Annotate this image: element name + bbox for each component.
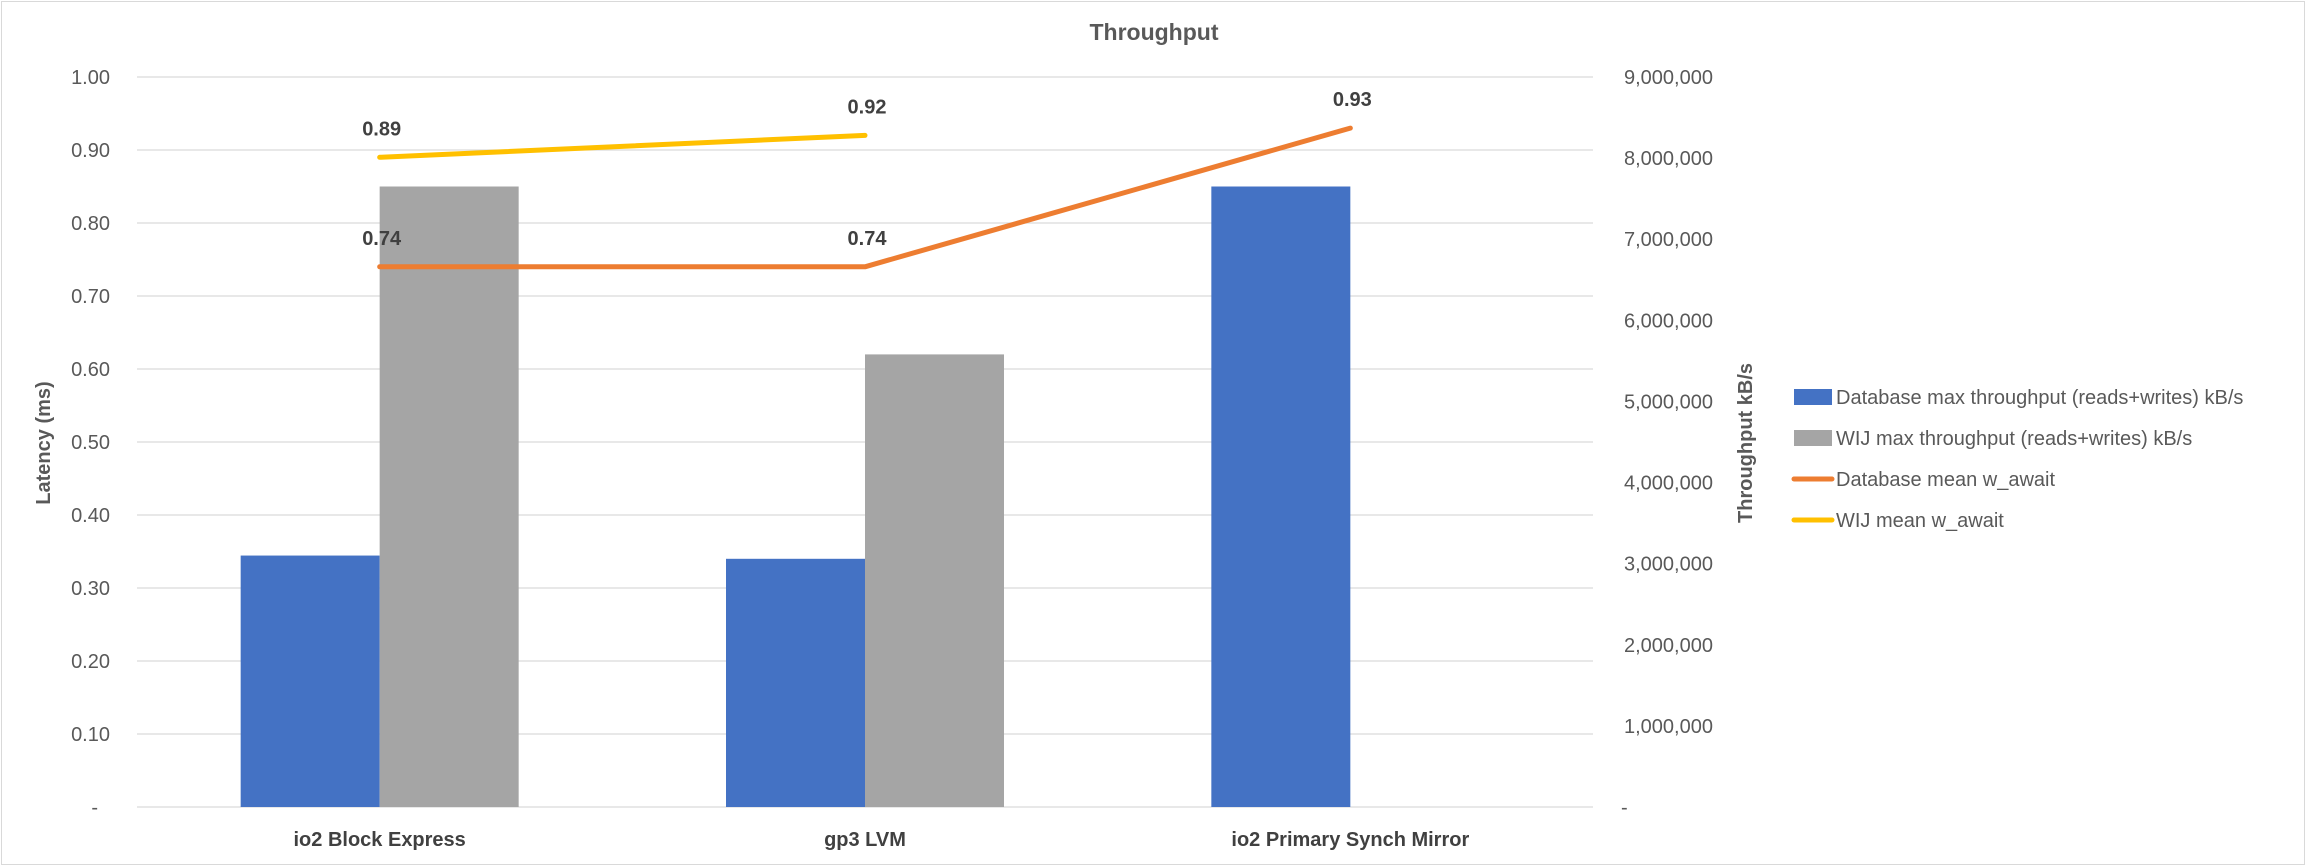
bars-group bbox=[240, 186, 1351, 807]
left-tick-label: 0.30 bbox=[71, 578, 110, 600]
right-tick-label: 1,000,000 bbox=[1624, 716, 1713, 738]
left-tick-label: 0.20 bbox=[71, 651, 110, 673]
category-label: gp3 LVM bbox=[824, 829, 906, 851]
right-tick-label: 6,000,000 bbox=[1624, 310, 1713, 332]
data-label: 0.74 bbox=[362, 228, 402, 250]
legend-label: WIJ max throughput (reads+writes) kB/s bbox=[1836, 428, 2192, 450]
bar bbox=[865, 354, 1004, 807]
left-tick-label: 0.60 bbox=[71, 359, 110, 381]
lines-group: 0.74 0.74 0.93 0.89 0.92 bbox=[362, 89, 1372, 270]
legend-label: WIJ mean w_await bbox=[1836, 510, 2004, 532]
legend-swatch bbox=[1794, 430, 1832, 446]
right-tick-label: 3,000,000 bbox=[1624, 554, 1713, 576]
right-tick-label: 5,000,000 bbox=[1624, 391, 1713, 413]
data-label: 0.93 bbox=[1333, 89, 1372, 111]
legend-swatch bbox=[1794, 389, 1832, 405]
category-labels: io2 Block Express gp3 LVM io2 Primary Sync… bbox=[294, 829, 1470, 851]
left-axis-title: Latency (ms) bbox=[33, 381, 55, 504]
left-axis-ticks: - 0.10 0.20 0.30 0.40 0.50 0.60 0.70 0.80 0.90 1.0… bbox=[71, 67, 110, 819]
right-tick-label: 8,000,000 bbox=[1624, 148, 1713, 170]
left-tick-label: - bbox=[91, 797, 98, 819]
data-label: 0.89 bbox=[362, 118, 401, 140]
category-label: io2 Primary Synch Mirror bbox=[1231, 829, 1469, 851]
right-axis-title: Throughput kB/s bbox=[1735, 363, 1757, 523]
right-tick-label: 4,000,000 bbox=[1624, 473, 1713, 495]
series-line bbox=[377, 132, 868, 160]
bar bbox=[379, 186, 519, 807]
legend-label: Database max throughput (reads+writes) k… bbox=[1836, 387, 2243, 409]
right-tick-label: 7,000,000 bbox=[1624, 229, 1713, 251]
right-tick-label: 9,000,000 bbox=[1624, 67, 1713, 89]
category-label: io2 Block Express bbox=[294, 829, 466, 851]
left-tick-label: 1.00 bbox=[71, 67, 110, 89]
series-line bbox=[377, 125, 1353, 270]
bar bbox=[1211, 186, 1351, 807]
left-tick-label: 0.10 bbox=[71, 724, 110, 746]
left-tick-label: 0.90 bbox=[71, 140, 110, 162]
legend: Database max throughput (reads+writes) k… bbox=[1791, 387, 2243, 532]
left-tick-label: 0.50 bbox=[71, 432, 110, 454]
data-label: 0.92 bbox=[848, 96, 887, 118]
chart-title: Throughput bbox=[1089, 19, 1218, 45]
left-tick-label: 0.80 bbox=[71, 213, 110, 235]
left-tick-label: 0.70 bbox=[71, 286, 110, 308]
right-tick-label: 2,000,000 bbox=[1624, 635, 1713, 657]
left-tick-label: 0.40 bbox=[71, 505, 110, 527]
right-tick-label: - bbox=[1621, 797, 1628, 819]
bar bbox=[726, 558, 865, 807]
bar bbox=[240, 555, 380, 807]
data-label: 0.74 bbox=[848, 228, 888, 250]
right-axis-ticks: - 1,000,000 2,000,000 3,000,000 4,000,000 5,0… bbox=[1621, 67, 1713, 819]
legend-label: Database mean w_await bbox=[1836, 469, 2055, 491]
